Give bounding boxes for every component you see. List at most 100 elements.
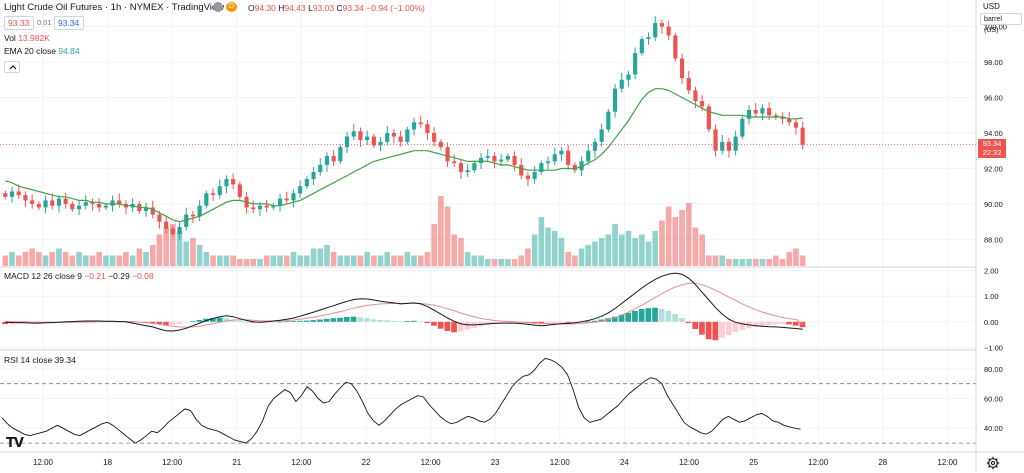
macd-histogram-bar [732, 321, 739, 333]
macd-histogram-bar [612, 316, 618, 322]
candle-body [472, 163, 477, 171]
macd-histogram-bar [330, 318, 337, 322]
candle-body [271, 205, 276, 208]
candle-body [452, 161, 457, 164]
bar-countdown: 22:32 [982, 148, 1002, 157]
macd-histogram-bar [551, 321, 558, 324]
volume-legend[interactable]: Vol 13.982K [4, 33, 50, 43]
volume-bar [799, 255, 806, 266]
volume-bar [149, 245, 156, 266]
time-label: 22 [361, 458, 371, 467]
macd-legend[interactable]: MACD 12 26 close 9 −0.21 −0.29 −0.08 [4, 271, 154, 281]
volume-bar [585, 245, 592, 266]
tradingview-logo[interactable]: TV [6, 436, 24, 451]
volume-bar [56, 248, 62, 266]
candle-body [157, 214, 162, 222]
volume-bar [156, 234, 163, 266]
macd-histogram-bar [370, 319, 377, 322]
volume-bar [69, 255, 76, 266]
candle-body [231, 179, 236, 185]
rsi-line [1, 357, 801, 444]
macd-histogram-bar [210, 317, 216, 322]
macd-value: −0.29 [108, 271, 130, 281]
candle-body [56, 198, 62, 206]
chart-settings-button[interactable] [986, 456, 1000, 470]
volume-bar [304, 255, 310, 266]
time-label: 12:00 [291, 458, 312, 467]
candle-body [458, 163, 464, 173]
macd-histogram-bar [652, 307, 658, 322]
sell-button[interactable]: 93.33 [4, 16, 34, 30]
candle-body [787, 118, 792, 123]
candle-body [760, 108, 765, 114]
candle-body [291, 193, 296, 201]
candle-body [659, 23, 665, 27]
macd-histogram-bar [591, 320, 598, 322]
rsi-axis-label: 40.00 [984, 424, 1003, 433]
candle-body [16, 191, 21, 196]
candle-body [579, 161, 584, 171]
macd-histogram-bar [484, 321, 491, 325]
volume-bar [471, 255, 478, 266]
time-label: 12:00 [162, 458, 183, 467]
ema-line [5, 88, 803, 223]
volume-bar [672, 217, 679, 266]
volume-bar [223, 255, 230, 266]
volume-bar [176, 231, 183, 266]
candle-body [767, 108, 772, 116]
candle-body [478, 157, 484, 164]
macd-histogram-bar [290, 321, 297, 322]
candle-body [36, 203, 41, 208]
volume-bar [525, 248, 531, 266]
volume-bar [491, 259, 498, 266]
macd-histogram-bar [323, 318, 330, 322]
volume-bar [478, 255, 484, 266]
macd-histogram-bar [390, 320, 397, 322]
volume-bar [324, 245, 330, 266]
candle-body [50, 200, 55, 206]
volume-bar [404, 252, 411, 266]
time-label: 12:00 [420, 458, 441, 467]
volume-bar [250, 259, 257, 266]
candle-body [586, 150, 591, 162]
macd-histogram-bar [679, 317, 685, 322]
candle-body [358, 131, 363, 141]
volume-bar [431, 224, 437, 266]
symbol-legend[interactable]: Light Crude Oil Futures · 1h · NYMEX · T… [4, 2, 225, 13]
candle-body [432, 133, 437, 142]
candle-body [566, 150, 571, 165]
volume-bar [484, 259, 491, 266]
macd-histogram-bar [163, 321, 169, 326]
last-price: 93.34 [982, 139, 1002, 148]
time-label: 24 [619, 458, 629, 467]
candle-body [117, 200, 122, 204]
candle-body [733, 136, 738, 151]
candle-body [197, 205, 202, 217]
macd-histogram-bar [766, 321, 772, 325]
macd-histogram-bar [725, 321, 732, 336]
candle-body [713, 129, 718, 151]
candle-body [398, 136, 403, 142]
candle-body [70, 203, 75, 210]
volume-bar [498, 259, 504, 266]
volume-bar [699, 234, 705, 266]
macd-histogram-bar [504, 321, 511, 323]
macd-axis-label: −1.00 [984, 343, 1003, 352]
unit-select[interactable]: barrel (US) [980, 13, 1022, 34]
ema-legend[interactable]: EMA 20 close 94.84 [4, 46, 80, 56]
candle-body [9, 191, 15, 197]
macd-histogram-bar [685, 321, 692, 324]
candle-body [351, 131, 356, 137]
rsi-legend[interactable]: RSI 14 close 39.34 [4, 355, 76, 365]
interval: 1h [110, 2, 122, 13]
volume-bar [639, 234, 645, 266]
candle-body [606, 111, 611, 130]
candle-body [210, 193, 216, 196]
buy-button[interactable]: 93.34 [54, 16, 84, 30]
candle-body [445, 147, 450, 162]
collapse-legend-button[interactable] [4, 61, 20, 73]
currency-select[interactable]: USD [980, 1, 1020, 13]
candle-body [673, 35, 678, 59]
